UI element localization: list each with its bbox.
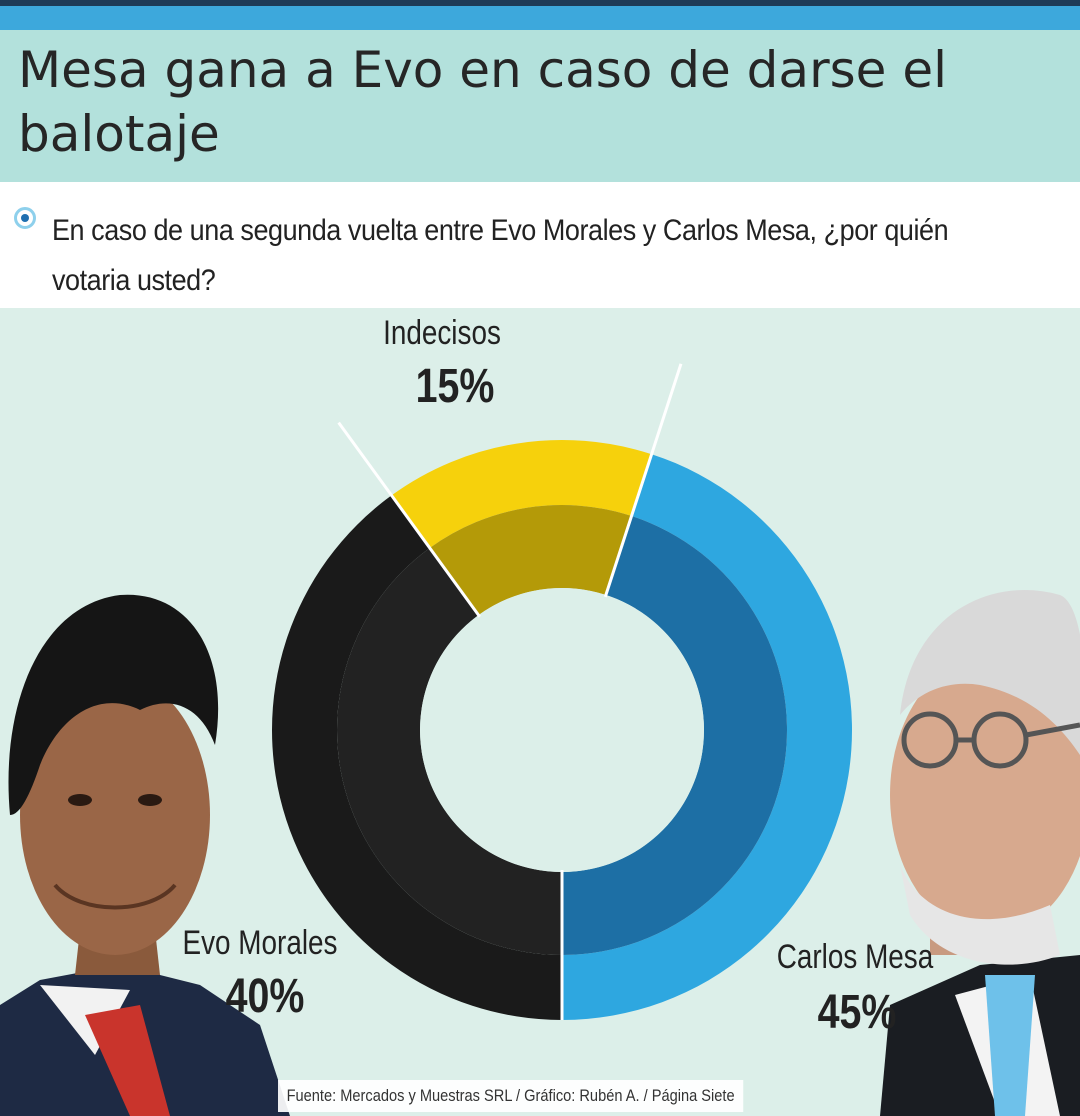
slice-indecisos-inner bbox=[429, 505, 632, 616]
value-carlos-mesa: 45% bbox=[817, 986, 897, 1039]
slice-evo-morales-inner bbox=[337, 547, 562, 955]
slice-indecisos bbox=[391, 440, 652, 548]
title-banner bbox=[0, 30, 1080, 182]
chart-title: Mesa gana a Evo en caso de darse el balo… bbox=[18, 41, 947, 163]
separator-line bbox=[337, 421, 481, 618]
accent-bar bbox=[0, 6, 1080, 30]
slice-evo-morales bbox=[271, 495, 562, 1020]
label-evo-morales: Evo Morales bbox=[182, 924, 338, 962]
separator-line bbox=[603, 363, 683, 598]
slice-carlos-mesa bbox=[562, 454, 853, 1020]
carlos-mesa-portrait bbox=[880, 590, 1080, 1116]
question-box bbox=[0, 182, 1080, 308]
value-indecisos: 15% bbox=[415, 360, 495, 413]
source-note: Fuente: Mercados y Muestras SRL / Gráfic… bbox=[278, 1080, 744, 1112]
bullet-icon bbox=[14, 207, 36, 229]
slice-carlos-mesa-inner bbox=[562, 516, 787, 955]
label-indecisos: Indecisos bbox=[383, 314, 501, 352]
top-border bbox=[0, 0, 1080, 6]
label-carlos-mesa: Carlos Mesa bbox=[776, 938, 934, 976]
donut-hole bbox=[420, 588, 704, 872]
survey-question: En caso de una segunda vuelta entre Evo … bbox=[52, 214, 949, 297]
evo-morales-portrait bbox=[0, 594, 290, 1116]
value-evo-morales: 40% bbox=[225, 970, 305, 1023]
